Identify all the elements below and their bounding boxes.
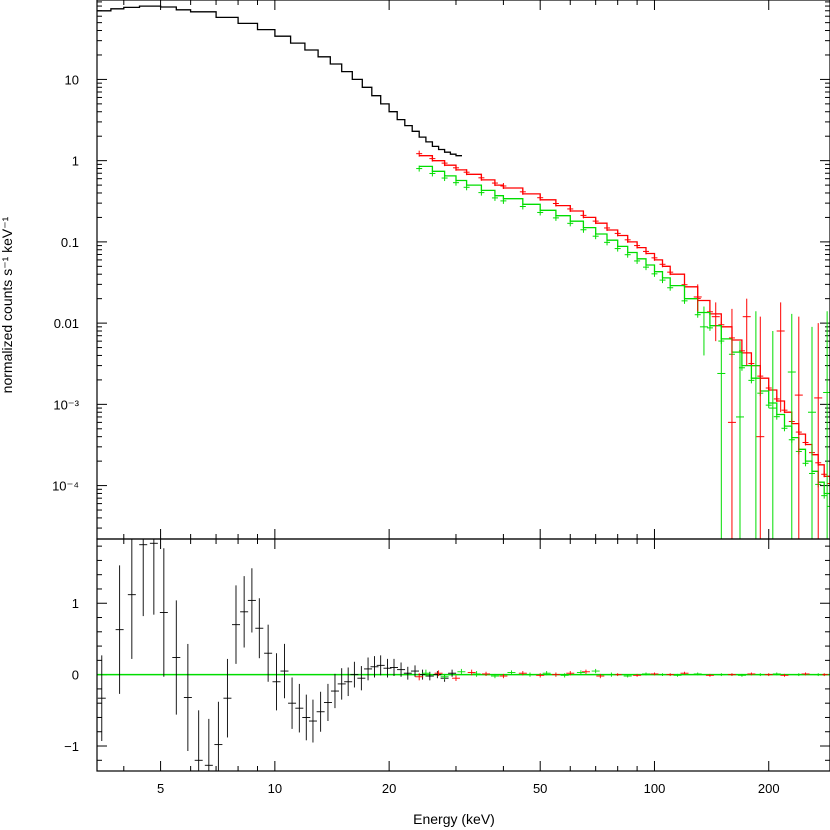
- y-tick-label: 0: [72, 668, 79, 683]
- spectrum-frame: [96, 0, 830, 540]
- x-tick-label: 5: [157, 781, 164, 796]
- model-step-line: [97, 5, 462, 157]
- model-step-line: [419, 155, 830, 487]
- y-tick-label: 0.01: [54, 316, 79, 331]
- y-tick-label: 1: [72, 154, 79, 169]
- y-tick-label: 0.1: [61, 235, 79, 250]
- y-axis-title: normalized counts s⁻¹ keV⁻¹: [0, 216, 15, 393]
- x-tick-label: 100: [644, 781, 666, 796]
- residual-frame: [96, 538, 830, 772]
- y-tick-label: −1: [64, 739, 79, 754]
- spectrum-panel: 10 1 0.1 0.01 10⁻³ 10⁻⁴: [52, 0, 830, 539]
- x-axis-title: Energy (keV): [413, 811, 495, 827]
- y-tick-label: 10⁻³: [53, 397, 79, 412]
- y-tick-label: 10: [65, 72, 79, 87]
- y-tick-label: 10⁻⁴: [52, 479, 79, 494]
- y-tick-label: 1: [72, 596, 79, 611]
- x-tick-label: 20: [382, 781, 396, 796]
- model-step-line: [419, 165, 830, 505]
- x-tick-label: 200: [758, 781, 780, 796]
- x-tick-label: 50: [533, 781, 547, 796]
- x-tick-label: 10: [268, 781, 282, 796]
